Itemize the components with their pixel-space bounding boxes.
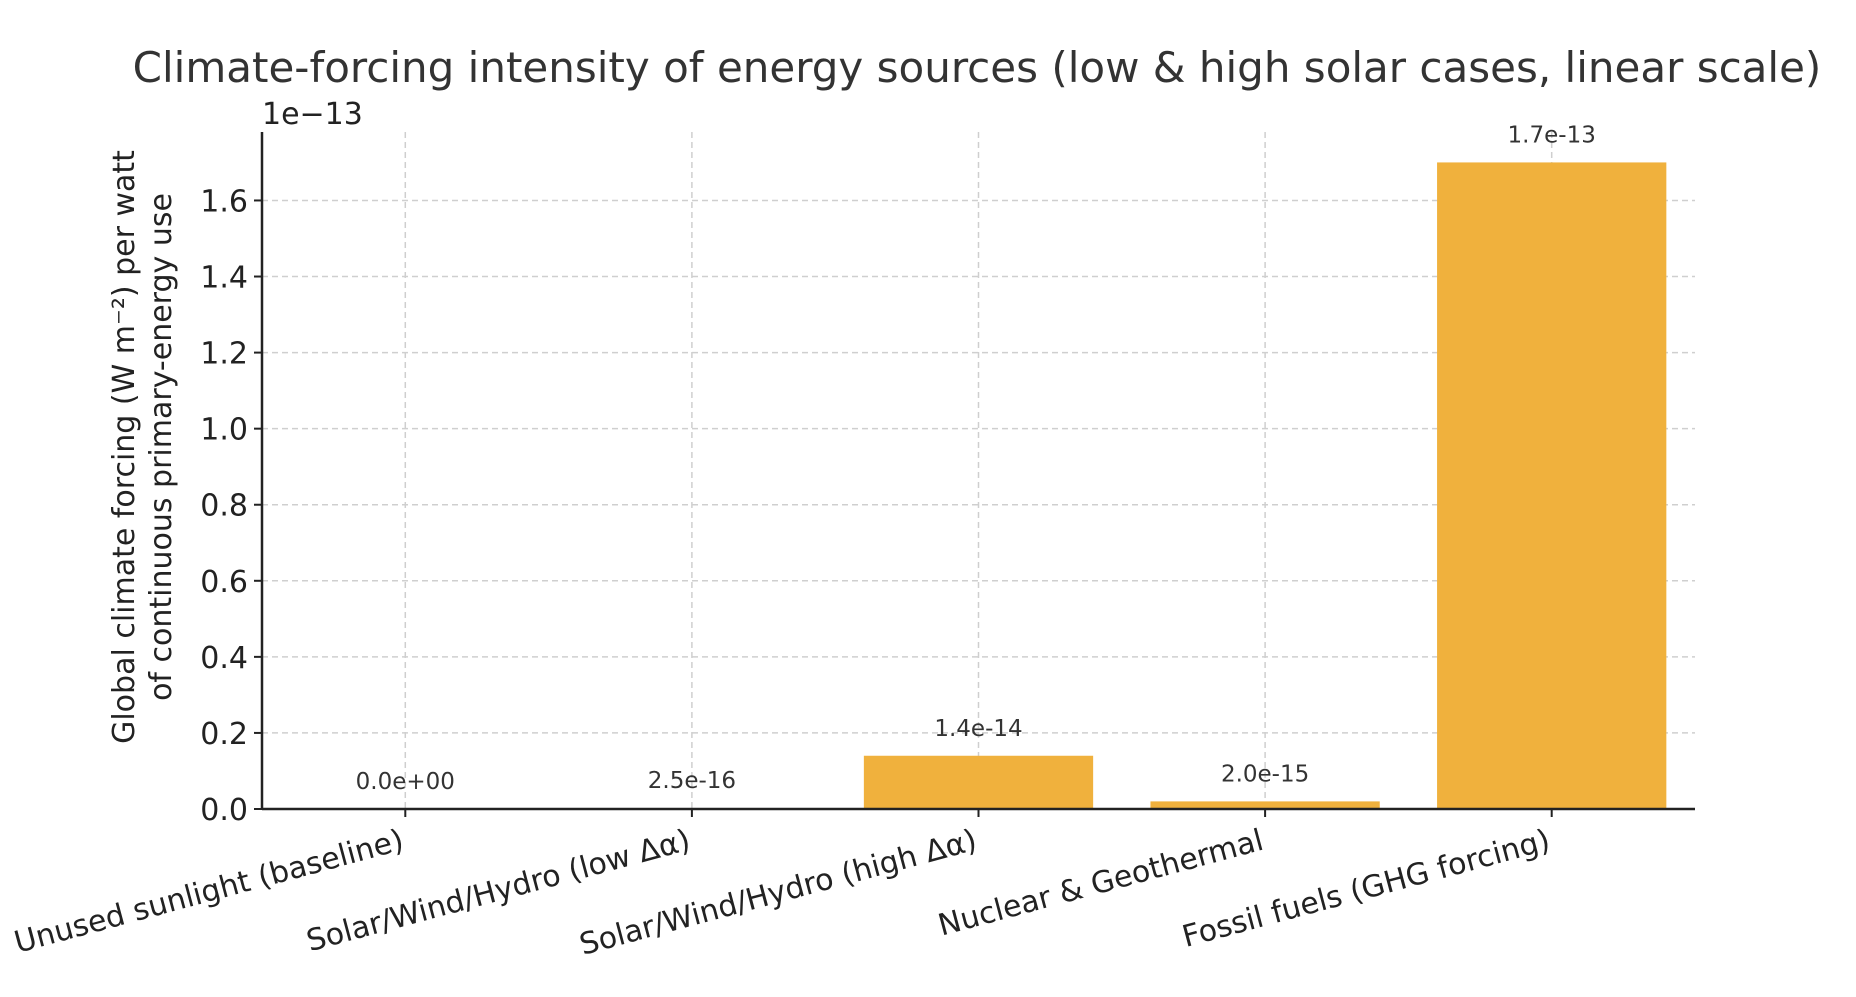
y-tick-label: 0.0 — [200, 793, 248, 828]
y-axis-offset-label: 1e−13 — [262, 97, 363, 132]
y-axis-label: Global climate forcing (W m⁻²) per watt … — [107, 150, 179, 744]
data-label: 1.4e-14 — [934, 716, 1022, 742]
y-tick-label: 1.0 — [200, 413, 248, 448]
data-label: 2.0e-15 — [1221, 761, 1309, 787]
y-axis-label-line-2: of continuous primary-energy use — [144, 193, 179, 701]
bars — [577, 162, 1667, 809]
y-tick-label: 1.2 — [200, 337, 248, 372]
y-tick-label: 0.6 — [200, 565, 248, 600]
data-label: 1.7e-13 — [1508, 122, 1596, 148]
data-labels: 0.0e+00 2.5e-16 1.4e-14 2.0e-15 1.7e-13 — [356, 122, 1596, 795]
bar — [863, 755, 1094, 809]
y-tick-label: 0.8 — [200, 489, 248, 524]
y-tick-label: 0.4 — [200, 641, 248, 676]
bar — [1150, 801, 1380, 809]
y-tick-label: 1.6 — [200, 184, 248, 219]
bar — [1437, 162, 1667, 809]
chart-title: Climate-forcing intensity of energy sour… — [133, 43, 1822, 92]
y-tick-label: 0.2 — [200, 717, 248, 752]
data-label: 2.5e-16 — [648, 768, 736, 794]
data-label: 0.0e+00 — [356, 769, 455, 795]
y-tick-label: 1.4 — [200, 261, 248, 296]
y-axis-label-line-1: Global climate forcing (W m⁻²) per watt — [107, 150, 142, 744]
